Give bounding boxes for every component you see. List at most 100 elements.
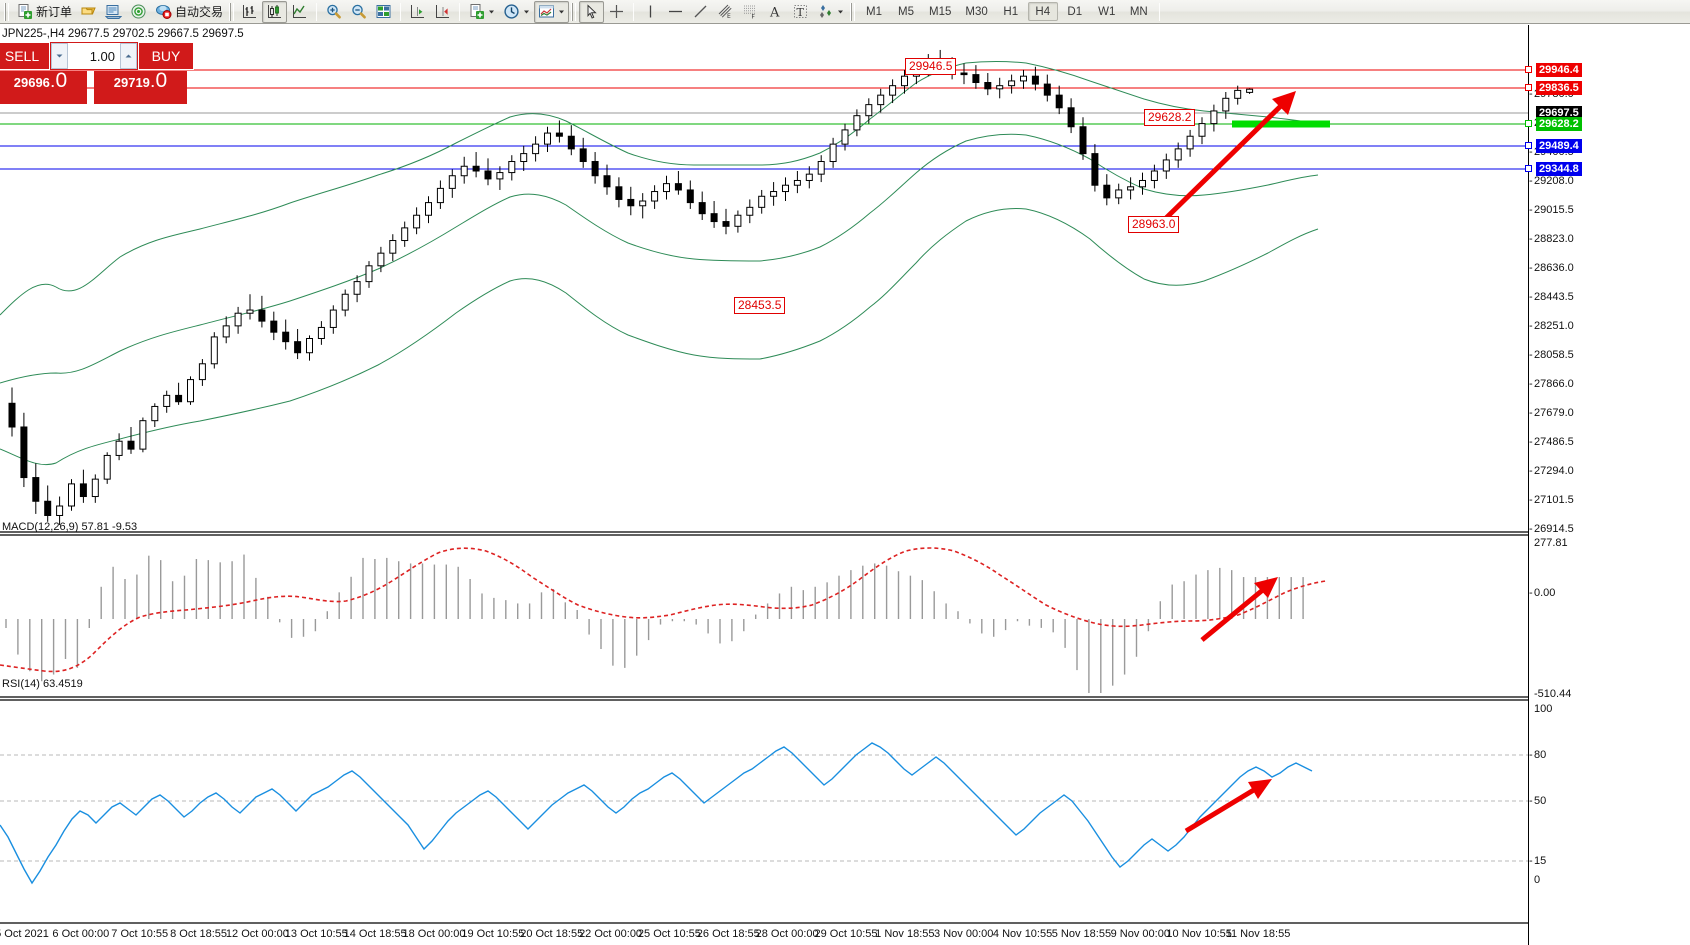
candle-body	[579, 148, 587, 163]
toolbar-grip-3[interactable]	[570, 2, 577, 21]
timeframe-h1[interactable]: H1	[1003, 5, 1019, 18]
sell-price[interactable]: 29696 . 0	[0, 70, 87, 104]
timeframe-mn[interactable]: MN	[1129, 5, 1148, 18]
level-handle[interactable]	[1525, 165, 1532, 172]
chart-window[interactable]: JPN225-,H4 29677.5 29702.5 29667.5 29697…	[0, 24, 1690, 945]
volume-decrement-button[interactable]	[51, 43, 68, 69]
level-badge-29344[interactable]: 29344.8	[1536, 162, 1582, 176]
horizontal-line-tool-button[interactable]	[663, 1, 688, 23]
candle-body	[425, 202, 432, 216]
navigator-button[interactable]	[126, 1, 151, 23]
level-badge-29836[interactable]: 29836.5	[1536, 81, 1582, 95]
candle-body	[1210, 110, 1218, 125]
chart-annotation-28963[interactable]: 28963.0	[1128, 216, 1180, 233]
toolbar-grip[interactable]	[3, 2, 9, 21]
timeframe-w1[interactable]: W1	[1098, 5, 1116, 18]
timeframe-m30[interactable]: M30	[965, 5, 988, 18]
candle-body	[436, 187, 444, 204]
volume-stepper[interactable]: 1.00	[50, 42, 138, 70]
rsi-axis-tick: -50	[1529, 795, 1547, 807]
level-badge-29489[interactable]: 29489.4	[1536, 139, 1582, 153]
tile-windows-button[interactable]	[371, 1, 396, 23]
price-axis-tick: -27866.0	[1529, 378, 1574, 390]
candle-body	[639, 200, 647, 207]
text-label-tool-button[interactable]: T	[788, 1, 813, 23]
candle-body	[1067, 107, 1075, 128]
level-handle[interactable]	[1525, 120, 1532, 127]
indicators-button[interactable]	[464, 1, 499, 23]
level-handle[interactable]	[1525, 142, 1532, 149]
trend-arrow-macd	[1200, 577, 1278, 642]
line-chart-button[interactable]	[287, 1, 312, 23]
candle-body	[734, 214, 742, 227]
equidistant-channel-tool-button[interactable]: E	[713, 1, 738, 23]
one-click-trading-panel[interactable]: SELL 1.00 BUY 29696 . 0	[0, 42, 194, 104]
chevron-down-icon-2[interactable]	[523, 3, 530, 20]
chevron-down-icon[interactable]	[488, 3, 495, 20]
text-tool-button[interactable]: A	[763, 1, 788, 23]
volume-increment-button[interactable]	[120, 43, 137, 69]
periods-button[interactable]	[499, 1, 534, 23]
cursor-tool-button[interactable]	[579, 0, 605, 23]
candle-body	[317, 326, 325, 340]
chart-shift-button[interactable]	[430, 1, 455, 23]
chart-annotation-29628[interactable]: 29628.2	[1144, 109, 1196, 126]
level-handle[interactable]	[1525, 84, 1532, 91]
data-window-icon	[105, 3, 123, 20]
shapes-tool-button[interactable]	[813, 1, 848, 23]
zoom-in-button[interactable]	[321, 1, 346, 23]
last-price-badge[interactable]: 29697.5	[1536, 106, 1582, 120]
bar-chart-button[interactable]	[237, 1, 262, 23]
time-axis-label: 7 Oct 10:55	[111, 928, 169, 940]
candle-body	[1198, 123, 1206, 137]
sell-button[interactable]: SELL	[0, 42, 50, 70]
volume-value[interactable]: 1.00	[89, 48, 115, 64]
level-badge-29946[interactable]: 29946.4	[1536, 63, 1582, 77]
zoom-out-button[interactable]	[346, 1, 371, 23]
chart-annotation-29946[interactable]: 29946.5	[905, 58, 957, 75]
chevron-down-icon-4[interactable]	[837, 3, 844, 20]
toolbar-grip-4[interactable]	[849, 2, 856, 21]
data-window-button[interactable]	[101, 1, 126, 23]
chevron-down-icon-3[interactable]	[558, 3, 565, 20]
new-order-button[interactable]: 新订单	[12, 1, 76, 23]
candle-body	[1174, 148, 1182, 161]
autotrading-button[interactable]: 自动交易	[151, 1, 227, 23]
candle-body	[960, 72, 968, 76]
chart-canvas[interactable]	[0, 25, 1528, 945]
fibonacci-tool-button[interactable]: F	[738, 1, 763, 23]
timeframe-h4[interactable]: H4	[1027, 2, 1058, 21]
toolbar-separator-5	[1158, 2, 1160, 21]
timeframe-m15[interactable]: M15	[929, 5, 952, 18]
candle-body	[198, 363, 206, 381]
timeframe-m1[interactable]: M1	[866, 5, 883, 18]
trendline-tool-button[interactable]	[688, 1, 713, 23]
main-toolbar: 新订单	[0, 0, 1690, 24]
candle-body	[341, 293, 349, 311]
buy-button[interactable]: BUY	[138, 42, 194, 70]
candle-body	[889, 85, 897, 96]
price-axis[interactable]: -29780.0-29587.5-29400.5-29208.0-29015.5…	[1525, 25, 1690, 945]
timeframe-d1[interactable]: D1	[1067, 5, 1083, 18]
candle-body	[758, 195, 766, 208]
candle-body	[1043, 83, 1051, 96]
chart-annotation-28453[interactable]: 28453.5	[734, 297, 786, 314]
level-handle[interactable]	[1525, 66, 1532, 73]
toolbar-grip-2[interactable]	[228, 2, 235, 21]
candlestick-chart-button[interactable]	[262, 0, 288, 23]
crosshair-tool-button[interactable]	[604, 1, 629, 23]
buy-price[interactable]: 29719 . 0	[94, 70, 187, 104]
candle-body	[1020, 75, 1027, 82]
auto-scroll-button[interactable]	[405, 1, 430, 23]
level-badge-29628[interactable]: 29628.2	[1536, 117, 1582, 131]
candle-body	[103, 454, 111, 480]
expert-advisors-button[interactable]	[76, 1, 101, 23]
candle-body	[270, 320, 278, 333]
time-axis[interactable]: 5 Oct 2021 6 Oct 00:00 7 Oct 10:55 8 Oct 18…	[0, 925, 1528, 945]
candle-body	[663, 183, 670, 193]
chart-symbol-line: JPN225-,H4 29677.5 29702.5 29667.5 29697…	[2, 28, 244, 40]
templates-button[interactable]	[534, 0, 570, 23]
candle-body	[1091, 153, 1099, 186]
vertical-line-tool-button[interactable]	[638, 1, 663, 23]
timeframe-m5[interactable]: M5	[898, 5, 915, 18]
